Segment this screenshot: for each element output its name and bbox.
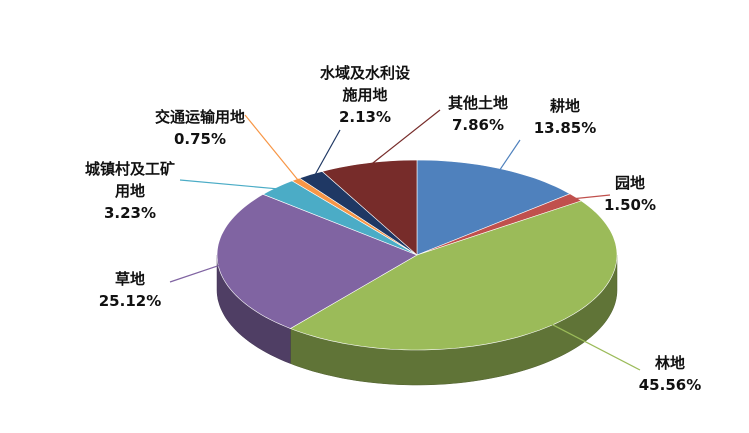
leader-line xyxy=(244,114,300,183)
data-label: 城镇村及工矿用地 3.23% xyxy=(80,158,180,224)
category-label: 园地 xyxy=(614,174,645,192)
leader-line xyxy=(498,139,521,172)
category-label: 水域及水利设施用地 xyxy=(319,64,410,104)
value-label: 3.23% xyxy=(103,204,157,222)
category-label: 其他土地 xyxy=(447,94,508,112)
data-label: 草地 25.12% xyxy=(80,268,180,312)
leader-line xyxy=(313,129,341,178)
category-label: 城镇村及工矿用地 xyxy=(84,160,175,200)
leader-line xyxy=(169,263,225,283)
category-label: 耕地 xyxy=(549,97,580,115)
value-label: 7.86% xyxy=(451,116,505,134)
leader-line xyxy=(548,322,641,371)
data-label: 耕地 13.85% xyxy=(515,95,615,139)
slice xyxy=(416,159,571,256)
data-label: 其他土地 7.86% xyxy=(428,92,528,136)
data-label: 园地 1.50% xyxy=(580,172,680,216)
value-label: 45.56% xyxy=(638,376,702,394)
data-label: 水域及水利设施用地 2.13% xyxy=(315,62,415,128)
value-label: 25.12% xyxy=(98,292,162,310)
slice xyxy=(321,159,418,256)
leader-line xyxy=(369,109,441,167)
value-label: 0.75% xyxy=(173,130,227,148)
value-label: 13.85% xyxy=(533,119,597,137)
leader-line xyxy=(570,194,611,200)
category-label: 交通运输用地 xyxy=(154,108,245,126)
category-label: 林地 xyxy=(654,354,685,372)
data-label: 交通运输用地 0.75% xyxy=(150,106,250,150)
category-label: 草地 xyxy=(114,270,145,288)
slice xyxy=(262,180,418,256)
data-label: 林地 45.56% xyxy=(620,352,720,396)
leader-line xyxy=(179,179,282,190)
slice xyxy=(216,193,418,329)
value-label: 1.50% xyxy=(603,196,657,214)
value-label: 2.13% xyxy=(338,108,392,126)
